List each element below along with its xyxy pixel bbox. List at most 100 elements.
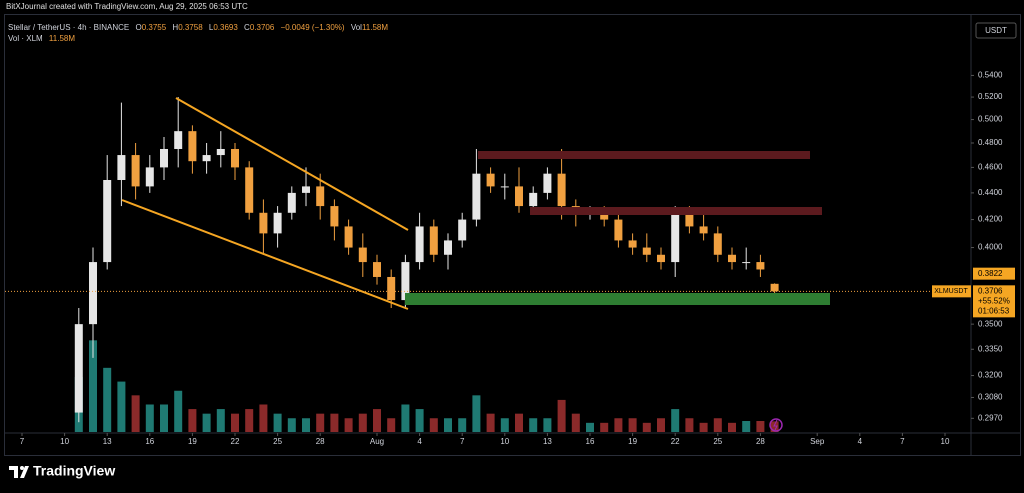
x-tick-label: 16: [145, 437, 154, 446]
marker-label: 0.3822: [978, 269, 1003, 278]
volume-bar: [571, 413, 580, 432]
volume-bar: [770, 421, 779, 432]
x-tick-label: 7: [20, 437, 25, 446]
volume-bar: [515, 413, 523, 432]
frame: [4, 14, 1021, 456]
volume-bar: [216, 409, 225, 432]
candle-body: [89, 262, 97, 325]
y-tick-label: 0.2970: [978, 413, 1003, 422]
currency: USDT: [985, 26, 1007, 35]
volume-bar: [330, 413, 339, 432]
candle-body: [728, 254, 736, 263]
alert-icon[interactable]: [769, 418, 783, 432]
volume-bar: [231, 413, 239, 432]
y-tick-label: 0.5200: [978, 92, 1003, 101]
x-tick-label: Aug: [370, 437, 384, 446]
price-tags: XLMUSDT 0.3706+55.52%01:06:53 0.3822: [932, 267, 1015, 318]
volume-bar: [245, 409, 254, 432]
price-tag: [973, 285, 1015, 318]
volume-bar: [628, 418, 637, 432]
volume-bar: [600, 422, 609, 432]
volume-bar: [444, 418, 452, 432]
candle-body: [259, 212, 268, 234]
volume-bar: [671, 409, 680, 432]
x-tick-label: 28: [756, 437, 765, 446]
currency-box[interactable]: [975, 22, 1017, 39]
candle-body: [500, 186, 509, 188]
candle-body: [486, 173, 495, 187]
alert-icon: [773, 419, 778, 431]
candle-body: [245, 167, 254, 213]
symbol-tag: [932, 285, 971, 298]
candle-body: [600, 212, 609, 220]
legend-label: L: [209, 23, 214, 32]
x-tick-label: 19: [188, 437, 197, 446]
candle-body: [160, 148, 168, 168]
x-tick-label: 22: [231, 437, 240, 446]
candle-body: [529, 192, 538, 207]
candle-body: [770, 283, 779, 292]
y-tick-label: 0.4400: [978, 188, 1003, 197]
x-tick-label: 19: [628, 437, 637, 446]
volume-bar: [89, 340, 97, 432]
legend-label: Vol · XLM: [8, 34, 43, 43]
volume-bar: [458, 418, 467, 432]
resistance-zone: [478, 151, 810, 159]
candle-body: [401, 262, 410, 301]
candle-body: [344, 226, 353, 248]
legend: Stellar / TetherUS · 4h · BINANCE O0.375…: [8, 23, 388, 32]
change: +55.52%: [978, 296, 1010, 305]
legend-value: 0.3706: [250, 23, 275, 32]
candle-body: [117, 155, 126, 181]
volume-bar: [543, 418, 552, 432]
volume-bar: [174, 390, 183, 432]
candle-body: [444, 240, 452, 255]
volume-bar: [685, 418, 694, 432]
candle-body: [316, 186, 325, 207]
candle-body: [429, 226, 438, 255]
brand: TradingView: [33, 463, 115, 479]
x-tick-label: 10: [60, 437, 69, 446]
candle-body: [671, 212, 680, 263]
volume-bar: [699, 422, 708, 432]
legend-label: Vol: [351, 23, 362, 32]
x-tick-label: 25: [713, 437, 722, 446]
volume-bar: [387, 418, 396, 432]
candle-body: [302, 186, 310, 193]
y-tick-label: 0.4000: [978, 243, 1003, 252]
volume-bar: [557, 399, 566, 432]
trend-line: [121, 199, 409, 310]
y-tick-label: 0.3500: [978, 319, 1003, 328]
volume-bar: [316, 413, 325, 432]
volume-bar: [486, 413, 495, 432]
y-tick-label: 0.3080: [978, 393, 1003, 402]
logo-icon: [20, 466, 24, 470]
legend-value: 0.3693: [213, 23, 238, 32]
volume-bar: [259, 404, 268, 432]
x-tick-label: 4: [417, 437, 422, 446]
volume-bar: [500, 418, 509, 432]
volume-bar: [742, 421, 751, 432]
y-tick-label: 0.4200: [978, 215, 1003, 224]
volume-bar: [358, 413, 367, 432]
volume-bar: [117, 381, 126, 432]
volume-bar: [642, 422, 651, 432]
candle-body: [415, 226, 424, 263]
logo-icon: [9, 466, 29, 478]
x-tick-label: 13: [103, 437, 112, 446]
volume-bar: [657, 418, 665, 432]
candle-body: [387, 276, 396, 301]
x-tick-label: 13: [543, 437, 552, 446]
y-tick-label: 0.5000: [978, 115, 1003, 124]
watermark: BitXJournal created with TradingView.com…: [6, 2, 248, 11]
countdown: 01:06:53: [978, 306, 1010, 315]
candle-body: [373, 262, 381, 277]
volume-bar: [287, 418, 296, 432]
footer: [0, 456, 1024, 493]
candle-body: [742, 262, 751, 264]
volume-bar: [273, 413, 282, 432]
legend-label: H: [172, 23, 178, 32]
candle-body: [103, 180, 112, 263]
legend-value: 0.3755: [142, 23, 167, 32]
candle-body: [287, 192, 296, 213]
